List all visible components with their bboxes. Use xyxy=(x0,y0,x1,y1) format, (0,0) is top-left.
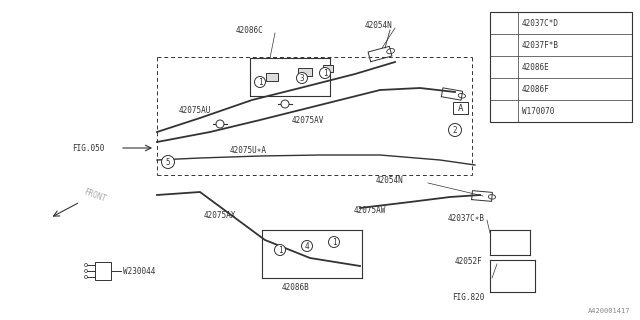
Text: 42075AX: 42075AX xyxy=(204,211,236,220)
Text: 42052F: 42052F xyxy=(455,258,483,267)
Text: 42054N: 42054N xyxy=(365,20,393,29)
Text: 42086F: 42086F xyxy=(522,84,550,93)
Text: 3: 3 xyxy=(502,62,506,71)
Text: 42037C*D: 42037C*D xyxy=(522,19,559,28)
Text: 42086C: 42086C xyxy=(236,26,264,35)
Circle shape xyxy=(216,120,224,128)
Text: FIG.820: FIG.820 xyxy=(452,292,484,301)
Text: 2: 2 xyxy=(502,41,506,50)
Text: 5: 5 xyxy=(502,107,506,116)
Bar xyxy=(323,65,333,71)
Text: 42075AW: 42075AW xyxy=(354,205,386,214)
Circle shape xyxy=(498,61,510,73)
Circle shape xyxy=(498,39,510,51)
Text: FIG.050: FIG.050 xyxy=(72,143,104,153)
Text: 42075U∗A: 42075U∗A xyxy=(230,146,267,155)
Bar xyxy=(298,68,312,76)
Circle shape xyxy=(255,76,266,87)
Circle shape xyxy=(319,68,330,78)
Text: 4: 4 xyxy=(305,242,309,251)
Text: A420001417: A420001417 xyxy=(588,308,630,314)
Bar xyxy=(490,12,632,122)
Text: 1: 1 xyxy=(332,237,336,246)
Circle shape xyxy=(498,105,510,117)
Text: 42086E: 42086E xyxy=(522,62,550,71)
Text: 42054N: 42054N xyxy=(376,175,404,185)
Bar xyxy=(266,73,278,81)
Circle shape xyxy=(498,17,510,29)
Text: 42086B: 42086B xyxy=(281,283,309,292)
Text: 5: 5 xyxy=(166,157,170,166)
Circle shape xyxy=(498,83,510,95)
Text: 42037F*B: 42037F*B xyxy=(522,41,559,50)
Text: 42037C∗B: 42037C∗B xyxy=(448,213,485,222)
Text: A: A xyxy=(458,103,463,113)
Text: W230044: W230044 xyxy=(123,267,156,276)
Circle shape xyxy=(275,244,285,255)
Text: 3: 3 xyxy=(300,74,304,83)
Text: 1: 1 xyxy=(258,77,262,86)
Circle shape xyxy=(328,236,339,247)
Circle shape xyxy=(449,124,461,137)
Text: FRONT: FRONT xyxy=(82,188,107,204)
Text: 1: 1 xyxy=(323,68,327,77)
Text: W170070: W170070 xyxy=(522,107,554,116)
Text: 2: 2 xyxy=(452,125,458,134)
Text: 1: 1 xyxy=(502,19,506,28)
Bar xyxy=(95,262,111,280)
Circle shape xyxy=(161,156,175,169)
Text: 42075AV: 42075AV xyxy=(292,116,324,124)
Text: 42075AU: 42075AU xyxy=(179,106,211,115)
Bar xyxy=(453,102,468,114)
Text: 1: 1 xyxy=(278,245,282,254)
Circle shape xyxy=(281,100,289,108)
Circle shape xyxy=(301,241,312,252)
Circle shape xyxy=(296,73,307,84)
Text: 4: 4 xyxy=(502,84,506,93)
